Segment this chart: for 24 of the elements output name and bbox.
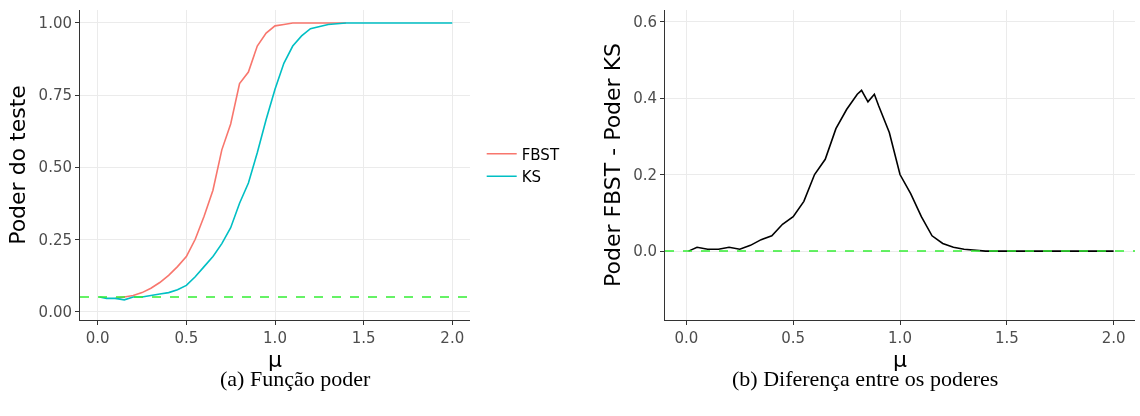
y-tick-label: 0.0 [633,242,657,261]
y-tick-label: 0.00 [38,302,72,321]
x-tick-label: 2.0 [1101,329,1126,347]
legend-label: KS [521,168,542,187]
y-axis-title: Poder do teste [5,85,31,245]
x-tick-label: 0.5 [781,329,806,347]
y-tick-label: 0.6 [633,12,657,31]
x-tick-label: 1.5 [351,329,376,347]
y-tick-label: 1.00 [38,14,72,33]
y-tick-label: 0.25 [38,230,72,249]
y-tick-label: 0.4 [633,89,657,108]
legend-label: FBST [521,145,560,164]
y-tick-label: 0.50 [38,158,72,177]
x-tick-label: 1.0 [263,329,287,347]
x-tick-label: 0.5 [174,329,199,347]
line-series [687,89,1115,252]
x-tick-label: 0.0 [674,329,699,347]
y-axis-title: Poder FBST - Poder KS [599,42,625,288]
x-tick-label: 2.0 [440,329,465,347]
x-tick-label: 1.0 [888,329,912,347]
x-tick-label: 0.0 [85,329,110,347]
x-tick-label: 1.5 [994,329,1019,347]
y-tick-label: 0.75 [38,86,72,105]
y-tick-label: 0.2 [633,165,657,184]
